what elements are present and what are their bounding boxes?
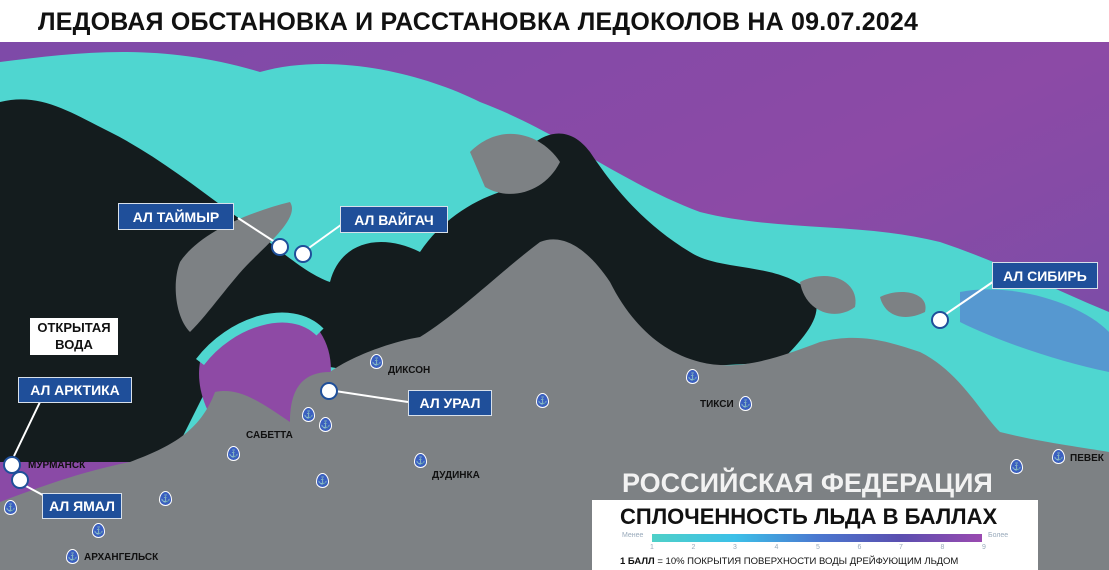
wrangel-island: [880, 292, 926, 317]
blue-ice-patch: [960, 289, 1109, 372]
port-anchor-icon: ⚓: [66, 549, 79, 564]
port-anchor-icon: ⚓: [4, 500, 17, 515]
port-anchor-icon: ⚓: [316, 473, 329, 488]
icebreaker-label-sibir: АЛ СИБИРЬ: [992, 262, 1098, 289]
icebreaker-marker-yamal[interactable]: [11, 471, 29, 489]
arrow-ural: [334, 390, 409, 403]
legend-note-bold: 1 БАЛЛ: [620, 556, 655, 567]
icebreaker-marker-sibir[interactable]: [931, 311, 949, 329]
icebreaker-label-arktika: АЛ АРКТИКА: [18, 377, 132, 403]
city-dudinka: ДУДИНКА: [432, 470, 480, 481]
icebreaker-marker-vaygach[interactable]: [294, 245, 312, 263]
icebreaker-marker-arktika[interactable]: [3, 456, 21, 474]
city-arkhangelsk: АРХАНГЕЛЬСК: [84, 552, 159, 563]
city-pevek: ПЕВЕК: [1070, 453, 1104, 464]
port-anchor-icon: ⚓: [159, 491, 172, 506]
open-water-label: ОТКРЫТАЯ ВОДА: [30, 318, 118, 355]
land: [0, 239, 1109, 570]
marker-arrows: [13, 217, 1001, 501]
legend-tick: 5: [816, 544, 820, 551]
open-water-line2: ВОДА: [55, 337, 93, 352]
port-anchor-icon: ⚓: [1052, 449, 1065, 464]
icebreaker-marker-ural[interactable]: [320, 382, 338, 400]
legend-title: СПЛОЧЕННОСТЬ ЛЬДА В БАЛЛАХ: [620, 504, 998, 529]
legend-tick: 7: [899, 544, 903, 551]
port-anchor-icon: ⚓: [302, 407, 315, 422]
arrow-taimyr: [237, 217, 279, 245]
severnaya-zemlya: [470, 133, 560, 194]
new-siberian-islands: [800, 276, 856, 314]
icebreaker-label-ural: АЛ УРАЛ: [408, 390, 492, 416]
port-anchor-icon: ⚓: [686, 369, 699, 384]
port-anchor-icon: ⚓: [536, 393, 549, 408]
legend-tick: 4: [774, 544, 779, 551]
icebreaker-label-taimyr: АЛ ТАЙМЫР: [118, 203, 234, 230]
icebreaker-marker-taimyr[interactable]: [271, 238, 289, 256]
legend-low-label: Менее: [622, 532, 644, 539]
port-anchor-icon: ⚓: [370, 354, 383, 369]
country-label: РОССИЙСКАЯ ФЕДЕРАЦИЯ: [622, 468, 993, 498]
legend-note-text: = 10% ПОКРЫТИЯ ПОВЕРХНОСТИ ВОДЫ ДРЕЙФУЮЩ…: [654, 556, 959, 567]
legend-tick: 3: [733, 544, 737, 551]
legend-color-bar: [652, 534, 982, 542]
legend-high-label: Более: [988, 532, 1009, 539]
port-anchor-icon: ⚓: [319, 417, 332, 432]
arrow-sibir: [945, 276, 1001, 315]
arrow-vaygach: [305, 221, 346, 251]
port-anchor-icon: ⚓: [414, 453, 427, 468]
port-anchor-icon: ⚓: [92, 523, 105, 538]
legend-note: 1 БАЛЛ = 10% ПОКРЫТИЯ ПОВЕРХНОСТИ ВОДЫ Д…: [620, 556, 958, 567]
city-murmansk: МУРМАНСК: [28, 460, 86, 471]
icebreaker-label-yamal: АЛ ЯМАЛ: [42, 493, 122, 519]
port-anchor-icon: ⚓: [227, 446, 240, 461]
map-title: ЛЕДОВАЯ ОБСТАНОВКА И РАССТАНОВКА ЛЕДОКОЛ…: [38, 8, 919, 36]
legend-tick: 9: [982, 544, 986, 551]
open-water-line1: ОТКРЫТАЯ: [37, 320, 111, 335]
ice-map: [0, 42, 1109, 570]
legend-ticks: 1 2 3 4 5 6 7 8 9: [650, 544, 986, 551]
legend-tick: 2: [691, 544, 696, 551]
city-tiksi: ТИКСИ: [700, 399, 734, 410]
legend-tick: 8: [940, 544, 945, 551]
legend-tick: 1: [650, 544, 654, 551]
city-dikson: ДИКСОН: [388, 365, 431, 376]
legend-tick: 6: [857, 544, 862, 551]
port-anchor-icon: ⚓: [739, 396, 752, 411]
icebreaker-label-vaygach: АЛ ВАЙГАЧ: [340, 206, 448, 233]
kara-sea-ice-edge: [196, 312, 324, 366]
arrow-arktika: [13, 401, 41, 457]
city-sabetta: САБЕТТА: [246, 430, 293, 441]
port-anchor-icon: ⚓: [1010, 459, 1023, 474]
legend: СПЛОЧЕННОСТЬ ЛЬДА В БАЛЛАХ Менее Более 1…: [592, 500, 1038, 570]
